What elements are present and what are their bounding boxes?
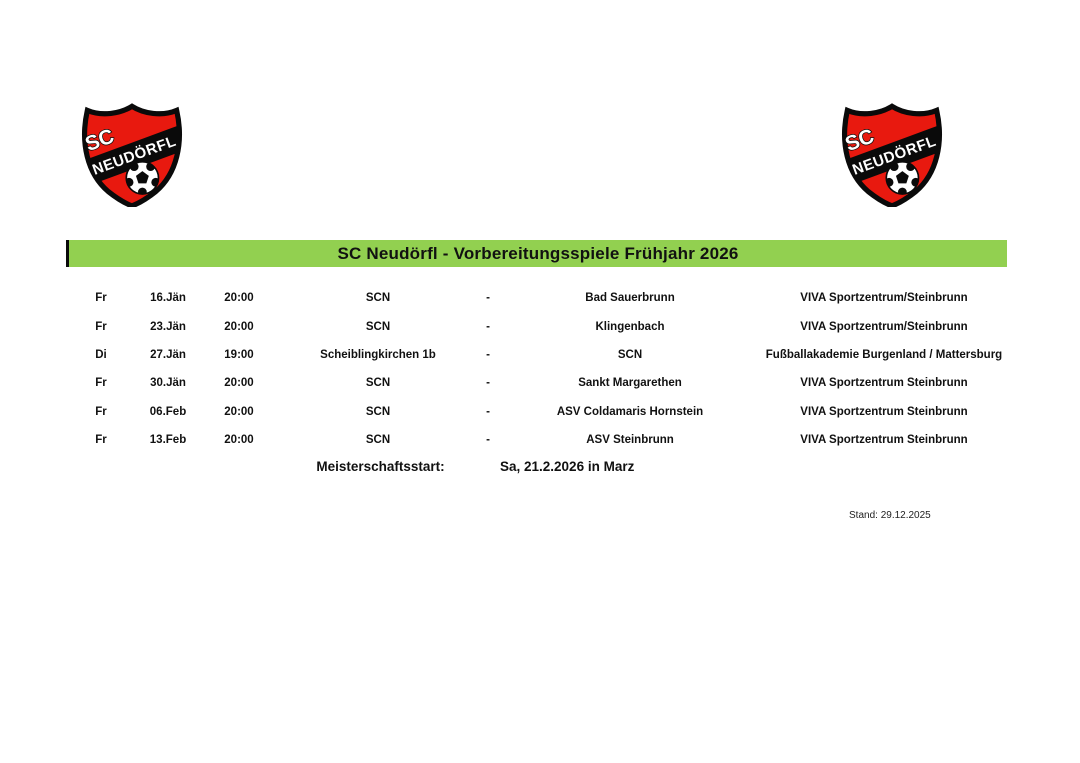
match-separator: - — [486, 377, 490, 390]
match-home-team: SCN — [365, 320, 391, 333]
match-separator: - — [486, 320, 490, 333]
match-row: Fr 30.Jän 20:00 SCN - Sankt Margarethen … — [0, 369, 1080, 397]
match-venue: VIVA Sportzentrum/Steinbrunn — [800, 292, 968, 305]
match-away-team: Sankt Margarethen — [578, 377, 682, 390]
match-day: Fr — [95, 434, 107, 447]
match-time: 20:00 — [224, 292, 254, 305]
match-day: Fr — [95, 405, 107, 418]
match-venue: VIVA Sportzentrum Steinbrunn — [800, 405, 968, 418]
season-start-label: Meisterschaftsstart: — [316, 459, 445, 474]
match-row: Fr 06.Feb 20:00 SCN - ASV Coldamaris Hor… — [0, 398, 1080, 426]
match-away-team: ASV Coldamaris Hornstein — [556, 405, 704, 418]
match-venue: VIVA Sportzentrum Steinbrunn — [800, 377, 968, 390]
match-date: 23.Jän — [150, 320, 186, 333]
match-separator: - — [486, 348, 490, 361]
match-day: Fr — [95, 377, 107, 390]
match-home-team: SCN — [365, 434, 391, 447]
season-start-value: Sa, 21.2.2026 in Marz — [500, 459, 635, 474]
match-time: 20:00 — [224, 434, 254, 447]
match-home-team: SCN — [365, 405, 391, 418]
match-away-team: Bad Sauerbrunn — [585, 292, 675, 305]
match-away-team: Klingenbach — [595, 320, 665, 333]
title-bar: SC Neudörfl - Vorbereitungsspiele Frühja… — [66, 240, 1007, 267]
match-time: 20:00 — [224, 405, 254, 418]
match-date: 30.Jän — [150, 377, 186, 390]
club-crest-right — [834, 99, 950, 207]
club-crest-left — [74, 99, 190, 207]
match-home-team: Scheiblingkirchen 1b — [320, 348, 436, 361]
match-day: Fr — [95, 292, 107, 305]
match-home-team: SCN — [365, 377, 391, 390]
match-date: 16.Jän — [150, 292, 186, 305]
match-separator: - — [486, 405, 490, 418]
match-day: Di — [95, 348, 107, 361]
match-time: 20:00 — [224, 320, 254, 333]
match-row: Fr 13.Feb 20:00 SCN - ASV Steinbrunn VIV… — [0, 426, 1080, 454]
match-time: 20:00 — [224, 377, 254, 390]
match-date: 13.Feb — [149, 434, 187, 447]
match-table: Fr 16.Jän 20:00 SCN - Bad Sauerbrunn VIV… — [0, 284, 1080, 454]
match-away-team: ASV Steinbrunn — [586, 434, 674, 447]
match-away-team: SCN — [617, 348, 643, 361]
match-separator: - — [486, 434, 490, 447]
match-venue: VIVA Sportzentrum/Steinbrunn — [800, 320, 968, 333]
match-row: Fr 16.Jän 20:00 SCN - Bad Sauerbrunn VIV… — [0, 284, 1080, 312]
match-home-team: SCN — [365, 292, 391, 305]
match-day: Fr — [95, 320, 107, 333]
match-separator: - — [486, 292, 490, 305]
page-title: SC Neudörfl - Vorbereitungsspiele Frühja… — [337, 243, 739, 263]
status-date-note: Stand: 29.12.2025 — [849, 510, 931, 521]
match-venue: VIVA Sportzentrum Steinbrunn — [800, 434, 968, 447]
match-row: Fr 23.Jän 20:00 SCN - Klingenbach VIVA S… — [0, 312, 1080, 340]
match-date: 27.Jän — [150, 348, 186, 361]
season-start-line: Meisterschaftsstart: Sa, 21.2.2026 in Ma… — [0, 459, 1080, 480]
match-venue: Fußballakademie Burgenland / Mattersburg — [765, 348, 1003, 361]
match-time: 19:00 — [224, 348, 254, 361]
match-row: Di 27.Jän 19:00 Scheiblingkirchen 1b - S… — [0, 341, 1080, 369]
match-date: 06.Feb — [149, 405, 187, 418]
